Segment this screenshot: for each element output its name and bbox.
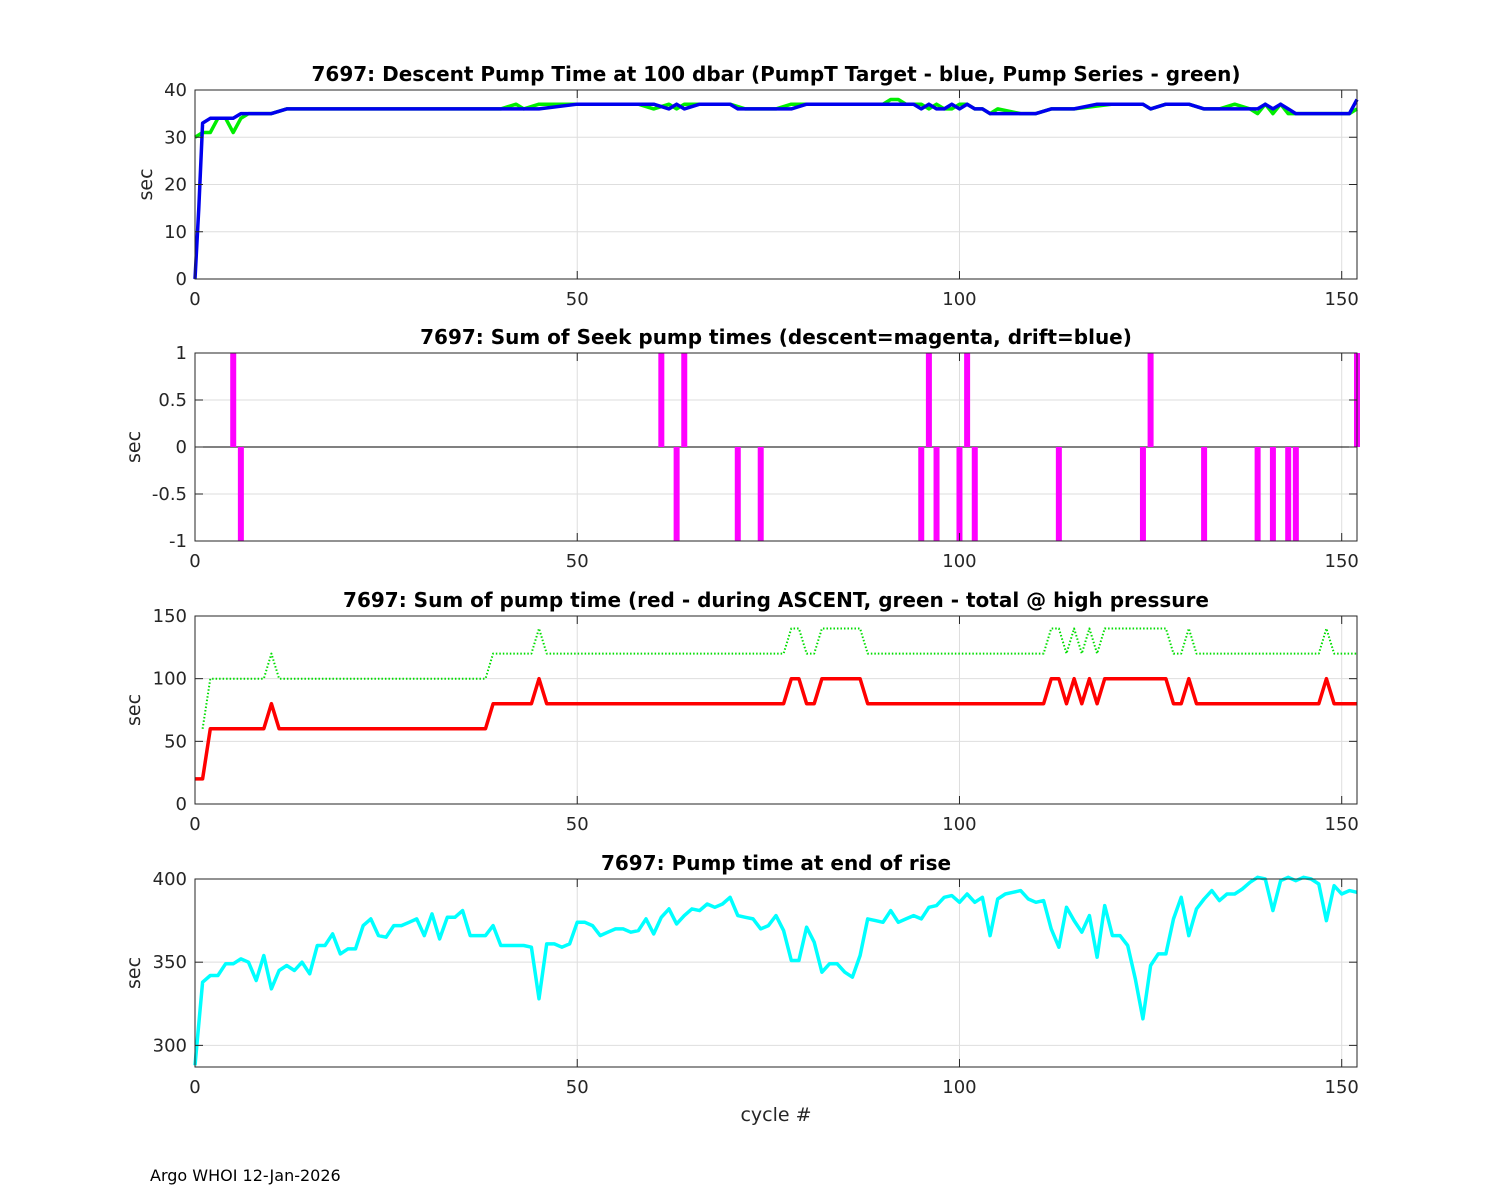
x-tick-label: 100 — [942, 551, 976, 572]
y-tick-label: 10 — [164, 222, 187, 243]
seek-bar — [1147, 353, 1154, 447]
y-tick-label: 20 — [164, 175, 187, 196]
x-tick-label: 100 — [942, 814, 976, 835]
seek-bar — [734, 447, 741, 541]
seek-bar — [681, 353, 688, 447]
series-line-2 — [195, 676, 1357, 781]
y-tick-label: 0 — [176, 794, 187, 815]
y-tick-label: 50 — [164, 731, 187, 752]
seek-bar — [964, 353, 971, 447]
seek-bar — [237, 447, 244, 541]
footer-text: Argo WHOI 12-Jan-2026 — [150, 1166, 341, 1185]
y-tick-label: 0.5 — [158, 390, 187, 411]
x-tick-label: 100 — [942, 1077, 976, 1098]
y-tick-label: 400 — [153, 869, 187, 890]
series-line-1 — [201, 627, 1357, 729]
x-tick-label: 0 — [189, 814, 200, 835]
seek-bar — [1292, 447, 1299, 541]
y-tick-label: 30 — [164, 127, 187, 148]
series-line-1 — [193, 875, 1358, 1066]
x-tick-label: 150 — [1325, 814, 1359, 835]
y-tick-label: 100 — [153, 669, 187, 690]
y-tick-label: 150 — [153, 606, 187, 627]
chart-title: 7697: Sum of pump time (red - during ASC… — [343, 588, 1209, 612]
seek-bar — [971, 447, 978, 541]
y-tick-label: 0 — [176, 269, 187, 290]
x-tick-label: 50 — [566, 814, 589, 835]
seek-bar — [1254, 447, 1261, 541]
y-tick-label: 300 — [153, 1035, 187, 1056]
x-tick-label: 0 — [189, 289, 200, 310]
axes-box — [194, 878, 1358, 1068]
seek-bar — [1269, 447, 1276, 541]
seek-bar — [933, 447, 940, 541]
x-tick-label: 150 — [1325, 289, 1359, 310]
series-line-2 — [193, 98, 1359, 280]
x-tick-label: 50 — [566, 289, 589, 310]
seek-bar — [673, 447, 680, 541]
chart-title: 7697: Descent Pump Time at 100 dbar (Pum… — [312, 62, 1241, 86]
x-tick-label: 50 — [566, 551, 589, 572]
seek-bar — [918, 447, 925, 541]
seek-bar — [658, 353, 665, 447]
x-tick-label: 0 — [189, 551, 200, 572]
y-tick-label: 0 — [176, 437, 187, 458]
y-tick-label: -1 — [169, 531, 187, 552]
seek-bar — [1139, 447, 1146, 541]
seek-bar — [925, 353, 932, 447]
seek-bar — [230, 353, 237, 447]
y-tick-label: -0.5 — [152, 484, 187, 505]
y-axis-label: sec — [135, 168, 157, 200]
chart-title: 7697: Pump time at end of rise — [601, 851, 951, 875]
x-tick-label: 50 — [566, 1077, 589, 1098]
x-tick-label: 150 — [1325, 551, 1359, 572]
axes-box — [194, 615, 1358, 805]
y-tick-label: 1 — [176, 343, 187, 364]
y-axis-label: sec — [123, 694, 145, 726]
seek-bar — [1055, 447, 1062, 541]
x-tick-label: 150 — [1325, 1077, 1359, 1098]
seek-bar — [757, 447, 764, 541]
chart-title: 7697: Sum of Seek pump times (descent=ma… — [420, 325, 1132, 349]
y-tick-label: 350 — [153, 952, 187, 973]
x-tick-label: 100 — [942, 289, 976, 310]
y-axis-label: sec — [123, 957, 145, 989]
seek-bar — [1285, 447, 1292, 541]
x-axis-label: cycle # — [740, 1104, 811, 1126]
x-tick-label: 0 — [189, 1077, 200, 1098]
seek-bar — [1201, 447, 1208, 541]
seek-bar — [956, 447, 963, 541]
y-axis-label: sec — [123, 431, 145, 463]
y-tick-label: 40 — [164, 80, 187, 101]
